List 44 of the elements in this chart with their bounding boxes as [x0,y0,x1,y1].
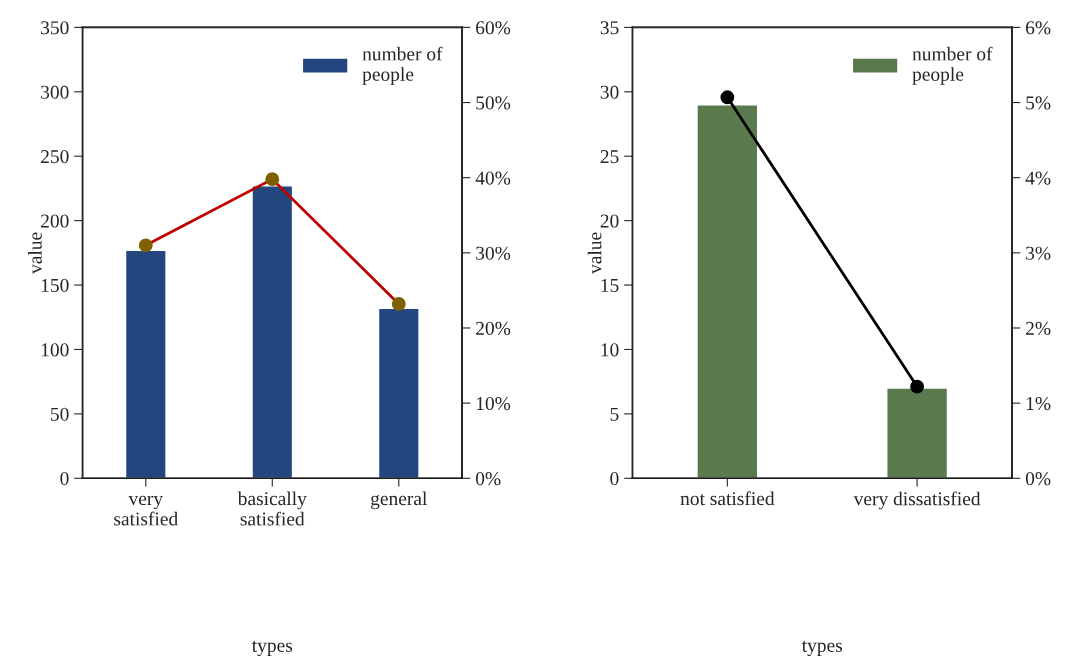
bar [377,307,420,479]
y-tick-label: 0 [60,472,69,486]
y-tick-label: 0 [610,472,619,486]
y-tick-label: 50 [51,407,69,421]
y2-tick-label: 30% [476,246,511,260]
x-axis-title: types [251,640,293,656]
y-tick-label: 30 [600,85,619,99]
y2-tick-label: 0% [1025,472,1051,486]
y-tick-label: 25 [600,150,619,164]
y2-tick-label: 60% [476,21,511,35]
y2-tick-label: 0% [475,472,501,486]
y2-tick-label: 4% [1025,171,1051,185]
legend-label: number of people [362,46,443,85]
y2-tick-label: 40% [475,171,511,185]
y2-tick-label: 20% [476,321,511,335]
y-tick-label: 20 [600,214,619,228]
y2-tick-label: 1% [1026,396,1051,411]
y-axis-title: value [587,232,602,274]
y-axis-title: value [28,232,42,274]
y-tick-label: 250 [41,150,69,164]
x-tick-label: general [371,491,427,510]
legend-label: number of people [912,46,993,85]
y2-tick-label: 50% [476,96,511,110]
y-tick-label: 200 [41,214,69,228]
y-tick-label: 100 [41,343,69,357]
y-tick-label: 15 [601,278,619,292]
y2-tick-label: 5% [1026,96,1051,110]
y-tick-label: 150 [41,278,69,292]
y-tick-label: 300 [41,85,69,99]
y-tick-label: 350 [41,21,69,35]
bar [124,249,167,479]
bar [251,185,294,479]
x-tick-label: basically satisfied [237,491,307,526]
x-tick-label: very satisfied [114,495,178,526]
y-tick-label: 5 [610,407,619,421]
y2-tick-label: 10% [476,396,511,411]
x-tick-label: not satisfied [680,491,775,506]
x-tick-label: very dissatisfied [853,491,981,510]
y-tick-label: 10 [601,343,619,357]
y2-tick-label: 2% [1026,321,1051,335]
x-axis-title: types [801,640,843,656]
y2-tick-label: 3% [1026,246,1051,260]
y-tick-label: 35 [600,21,619,35]
y2-tick-label: 6% [1026,21,1051,35]
